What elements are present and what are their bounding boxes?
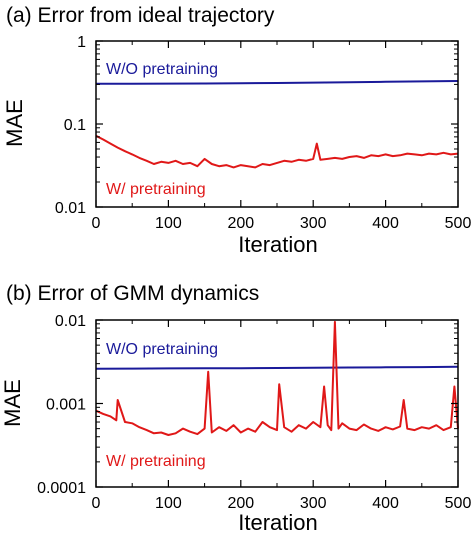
panel-b-x-tick-label: 200 [227, 495, 254, 512]
panel-a-plot-area: 0 100 200 300 400 500 0.01 0.1 1 [55, 34, 472, 232]
panel-b-title: (b) Error of GMM dynamics [6, 282, 259, 305]
panel-a-series-w-o-pretraining [95, 80, 459, 85]
panel-b-x-tick-label: 300 [300, 495, 327, 512]
panel-b-legend-wo-pretraining: W/O pretraining [106, 341, 218, 358]
panel-b-x-axis-label: Iteration [238, 510, 318, 535]
panel-a-x-tick-label: 0 [92, 215, 101, 232]
panel-a-x-axis-label: Iteration [238, 232, 318, 257]
panel-a-legend-wo-pretraining: W/O pretraining [106, 61, 218, 78]
panel-a-x-tick-label: 300 [300, 215, 327, 232]
panel-a-y-tick-label: 1 [77, 34, 86, 51]
panel-b-y-tick-label: 0.01 [55, 313, 86, 330]
panel-b-y-tick-label: 0.0001 [37, 480, 86, 497]
panel-a-x-tick-label: 100 [155, 215, 182, 232]
panel-a-y-tick-label: 0.1 [64, 117, 86, 134]
panel-b-y-tick-label: 0.001 [46, 397, 86, 414]
panel-a-y-axis-label: MAE [2, 99, 27, 147]
panel-b-legend-w-pretraining: W/ pretraining [106, 453, 206, 470]
panel-b-x-tick-label: 400 [372, 495, 399, 512]
panel-b: (b) Error of GMM dynamics MAE Iteration … [0, 282, 471, 535]
panel-a-x-tick-label: 200 [227, 215, 254, 232]
panel-a-y-tick-label: 0.01 [55, 200, 86, 217]
panel-a-legend-w-pretraining: W/ pretraining [106, 181, 206, 198]
panel-b-x-tick-label: 0 [92, 495, 101, 512]
panel-b-y-axis-label: MAE [0, 379, 25, 427]
panel-b-x-tick-label: 500 [445, 495, 472, 512]
panel-b-series-w-pretraining [95, 320, 459, 436]
panel-b-x-tick-label: 100 [155, 495, 182, 512]
panel-a-x-tick-label: 400 [372, 215, 399, 232]
panel-a: (a) Error from ideal trajectory MAE Iter… [2, 4, 471, 257]
panel-a-series-w-pretraining [95, 134, 459, 169]
panel-b-series-w-o-pretraining [95, 365, 459, 370]
panel-a-x-tick-label: 500 [445, 215, 472, 232]
panel-a-title: (a) Error from ideal trajectory [6, 4, 275, 27]
panel-b-plot-area: 0 100 200 300 400 500 0.0001 0.001 0.01 [37, 313, 471, 512]
